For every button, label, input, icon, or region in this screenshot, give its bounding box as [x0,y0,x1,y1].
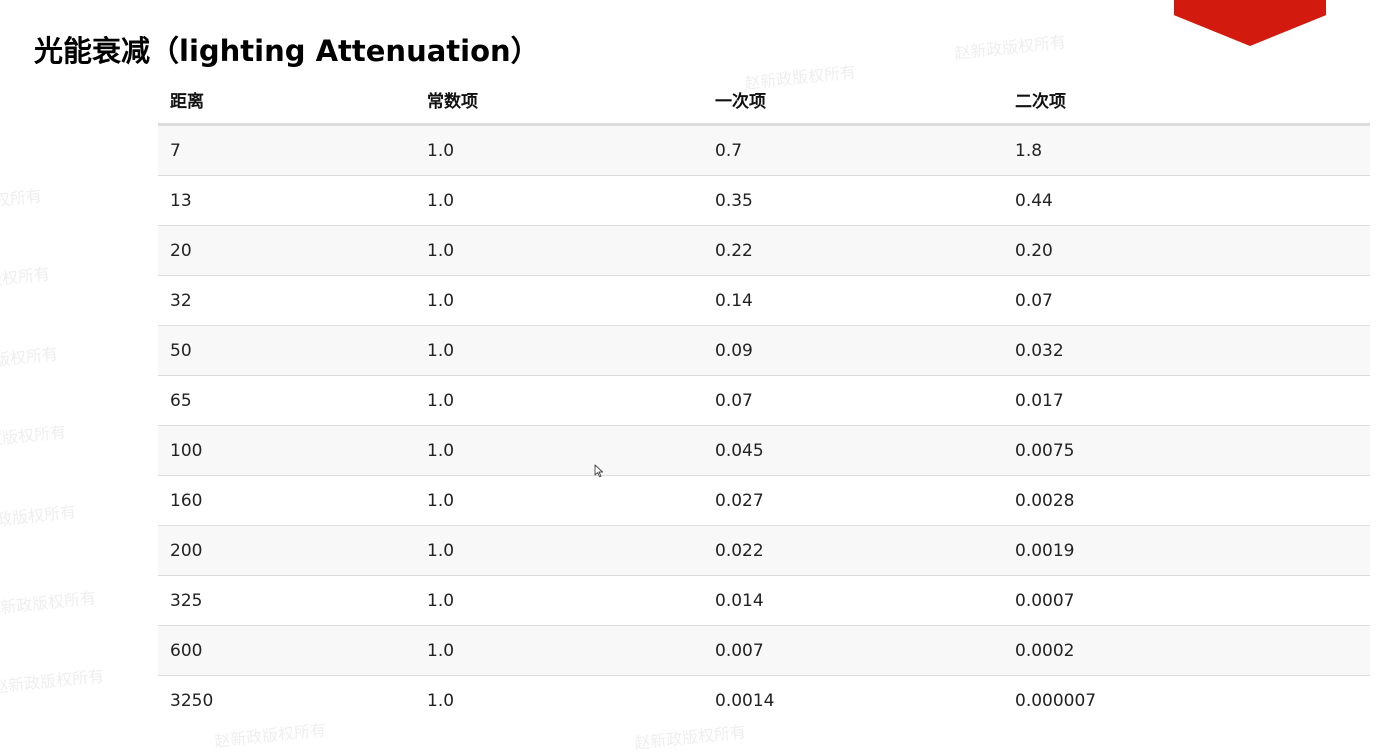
cell-distance: 200 [158,525,415,576]
cell-constant: 1.0 [415,525,703,576]
cell-distance: 7 [158,124,415,176]
cell-constant: 1.0 [415,225,703,276]
column-header-distance: 距离 [158,75,415,126]
table-row: 200 1.0 0.022 0.0019 [158,525,1370,576]
table-row: 32 1.0 0.14 0.07 [158,275,1370,326]
cell-distance: 20 [158,225,415,276]
cell-linear: 0.7 [703,124,1003,176]
cell-distance: 3250 [170,690,214,711]
cell-distance: 13 [158,175,415,226]
cell-constant: 1.0 [415,124,703,176]
cell-linear: 0.022 [703,525,1003,576]
cell-distance: 100 [158,425,415,476]
watermark: 赵新政版权所有 [0,666,105,697]
cell-constant: 1.0 [415,625,703,676]
cell-constant: 1.0 [427,690,455,711]
column-header-constant: 常数项 [415,75,703,126]
table-header-row: 距离 常数项 一次项 二次项 [158,75,1370,126]
watermark: 赵新政版权所有 [953,32,1067,63]
cell-distance: 50 [158,325,415,376]
watermark: 赵新政版权所有 [0,264,51,295]
column-header-linear: 一次项 [703,75,1003,126]
table-row: 3250 1.0 0.0014 0.000007 [158,676,1370,726]
cell-distance: 65 [158,375,415,426]
watermark: 赵新政版权所有 [0,344,59,375]
cell-linear: 0.14 [703,275,1003,326]
cell-quadratic: 0.20 [1003,225,1370,276]
cell-quadratic: 0.0019 [1003,525,1370,576]
cell-constant: 1.0 [415,375,703,426]
cell-quadratic: 0.0002 [1003,625,1370,676]
cell-distance: 600 [158,625,415,676]
cell-quadratic: 0.0007 [1003,575,1370,626]
cell-distance: 32 [158,275,415,326]
table-row: 50 1.0 0.09 0.032 [158,325,1370,376]
table-row: 100 1.0 0.045 0.0075 [158,425,1370,476]
watermark: 赵新政版权所有 [0,588,97,619]
cell-linear: 0.014 [703,575,1003,626]
cell-distance: 160 [158,475,415,526]
table-row: 7 1.0 0.7 1.8 [158,124,1370,176]
cell-distance: 325 [158,575,415,626]
watermark: 赵新政版权所有 [0,186,43,217]
cell-linear: 0.045 [703,425,1003,476]
page-title: 光能衰减（lighting Attenuation） [34,34,540,68]
attenuation-table: 距离 常数项 一次项 二次项 7 1.0 0.7 1.8 13 1.0 0.35… [158,75,1370,725]
cell-linear: 0.07 [703,375,1003,426]
table-row: 20 1.0 0.22 0.20 [158,225,1370,276]
cell-linear: 0.22 [703,225,1003,276]
mouse-pointer-icon [594,464,604,478]
cell-quadratic: 1.8 [1003,124,1370,176]
column-header-quadratic: 二次项 [1003,75,1370,126]
cell-quadratic: 0.017 [1003,375,1370,426]
cell-linear: 0.35 [703,175,1003,226]
cell-quadratic: 0.07 [1003,275,1370,326]
cell-quadratic: 0.032 [1003,325,1370,376]
cell-quadratic: 0.0075 [1003,425,1370,476]
watermark: 赵新政版权所有 [0,502,77,533]
table-row: 65 1.0 0.07 0.017 [158,375,1370,426]
watermark: 赵新政版权所有 [0,422,67,453]
table-row: 160 1.0 0.027 0.0028 [158,475,1370,526]
cell-constant: 1.0 [415,575,703,626]
cell-quadratic: 0.000007 [1015,690,1097,711]
cell-constant: 1.0 [415,175,703,226]
cell-constant: 1.0 [415,425,703,476]
cell-linear: 0.007 [703,625,1003,676]
table-row: 600 1.0 0.007 0.0002 [158,625,1370,676]
cell-constant: 1.0 [415,325,703,376]
cell-linear: 0.09 [703,325,1003,376]
cell-quadratic: 0.0028 [1003,475,1370,526]
table-row: 325 1.0 0.014 0.0007 [158,575,1370,626]
cell-constant: 1.0 [415,475,703,526]
table-row: 13 1.0 0.35 0.44 [158,175,1370,226]
cell-constant: 1.0 [415,275,703,326]
red-corner-decoration [1174,0,1326,46]
cell-quadratic: 0.44 [1003,175,1370,226]
cell-linear: 0.027 [703,475,1003,526]
cell-linear: 0.0014 [715,690,775,711]
